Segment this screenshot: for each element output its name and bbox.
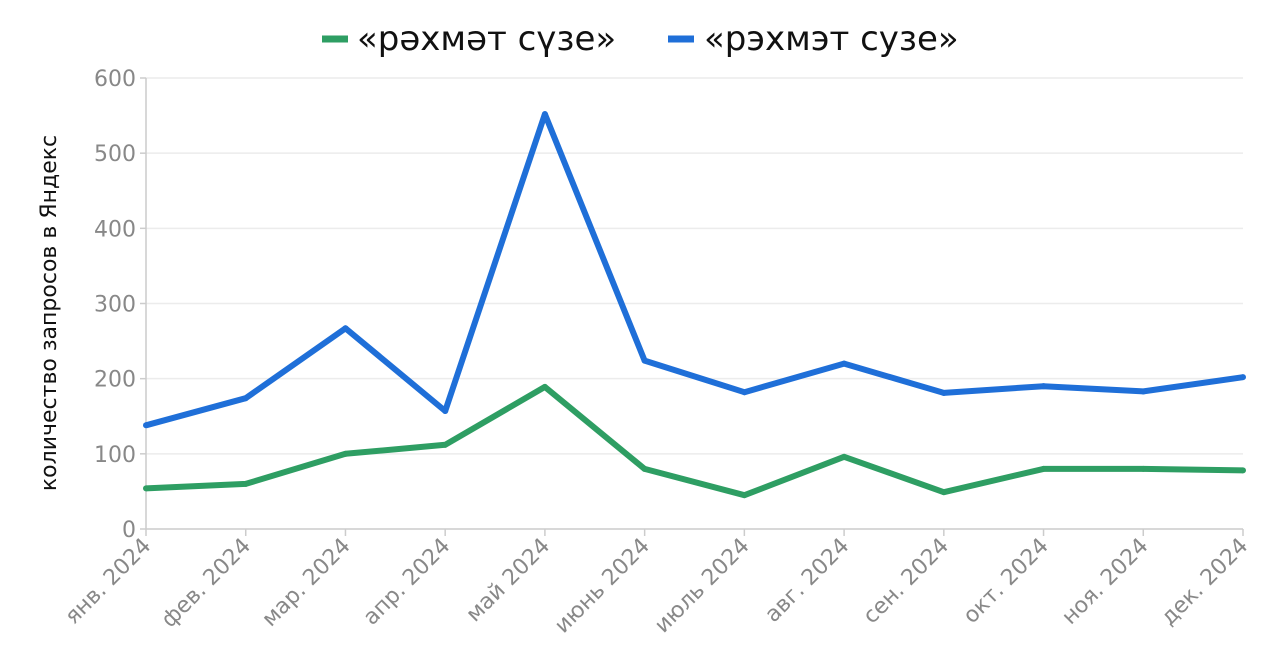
data-point: [1240, 467, 1246, 474]
data-point: [442, 441, 449, 448]
data-point: [741, 389, 748, 396]
y-axis-title: количество запросов в Яндекс: [37, 135, 62, 491]
data-point: [841, 360, 848, 367]
data-point: [641, 465, 648, 472]
x-tick-label: окт. 2024: [959, 534, 1054, 629]
data-point: [143, 485, 149, 492]
gridlines: [146, 77, 1243, 455]
data-point: [940, 489, 947, 496]
x-tick-label: июнь 2024: [550, 534, 655, 639]
x-tick-label: ноя. 2024: [1057, 534, 1153, 630]
x-axis-ticks: янв. 2024 фев. 2024 мар. 2024 апр. 2024 май …: [60, 529, 1253, 638]
data-point: [143, 422, 149, 429]
x-tick-label: апр. 2024: [359, 534, 456, 631]
data-point: [1040, 465, 1047, 472]
legend: «рәхмәт сүзе» «рэхмэт сузе»: [322, 19, 959, 59]
x-tick-label: янв. 2024: [60, 534, 156, 630]
data-point: [242, 480, 249, 487]
y-tick-label: 600: [94, 67, 136, 92]
series-lines: [143, 111, 1246, 499]
x-tick-label: дек. 2024: [1156, 534, 1253, 631]
x-tick-label: фев. 2024: [157, 534, 256, 633]
data-point: [342, 325, 349, 332]
x-tick-label: сен. 2024: [859, 534, 954, 629]
y-tick-label: 0: [122, 518, 136, 543]
data-point: [940, 389, 947, 396]
data-point: [442, 407, 449, 414]
data-point: [641, 357, 648, 364]
data-point: [1240, 374, 1246, 381]
y-axis-ticks: 0 100 200 300 400 500 600: [94, 67, 146, 543]
data-point: [841, 453, 848, 460]
y-tick-label: 200: [94, 368, 136, 393]
data-point: [541, 383, 548, 390]
x-tick-label: авг. 2024: [760, 534, 854, 628]
data-point: [342, 450, 349, 457]
y-tick-label: 400: [94, 217, 136, 242]
data-point: [1140, 388, 1147, 395]
series-line-1: [145, 383, 1244, 499]
x-tick-label: мар. 2024: [257, 534, 355, 632]
y-tick-label: 100: [94, 443, 136, 468]
data-point: [541, 111, 548, 118]
y-tick-label: 500: [94, 142, 136, 167]
x-tick-label: июль 2024: [650, 534, 755, 639]
data-point: [242, 395, 249, 402]
series-line-2: [145, 111, 1244, 429]
data-point: [1140, 465, 1147, 472]
data-point: [1040, 383, 1047, 390]
data-point: [741, 492, 748, 499]
y-tick-label: 300: [94, 293, 136, 318]
legend-label-series-2: «рэхмэт сузе»: [704, 19, 959, 59]
x-tick-label: май 2024: [462, 534, 556, 628]
legend-label-series-1: «рәхмәт сүзе»: [357, 19, 616, 59]
